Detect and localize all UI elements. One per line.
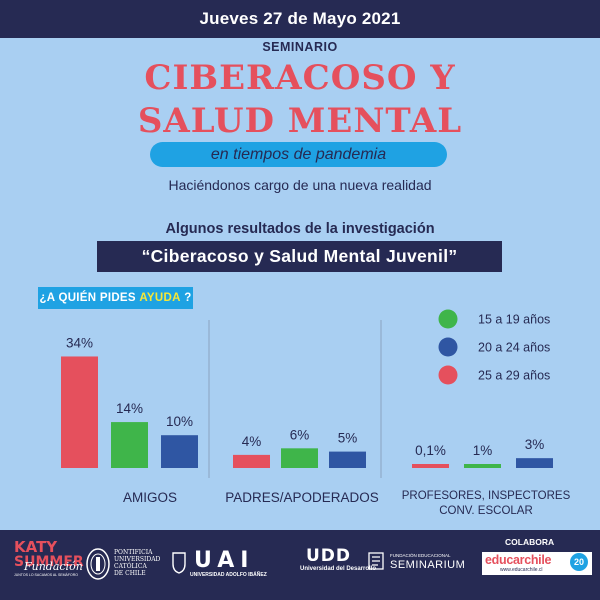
bar-0-1 [161,435,198,468]
educarchile-badge: 20 [570,553,588,571]
puc-line1: PONTIFICIA [114,549,153,556]
uai-mark: UAI [194,548,255,573]
title-line-2: SALUD MENTAL [137,101,463,141]
tagline-text: en tiempos de pandemia [210,145,387,163]
sponsor-footer: KATY SUMMER Fundación JUNTOS LO SACAMOS … [0,530,600,600]
uai-logo: UAI UNIVERSIDAD ADOLFO IBÁÑEZ [172,548,284,584]
puc-line4: DE CHILE [114,570,146,577]
bar-1-1 [329,451,366,468]
legend-label-0: 15 a 19 años [478,313,550,327]
legend-label-2: 25 a 29 años [478,369,550,383]
educarchile-logo: educarchile www.educarchile.cl 20 [482,552,592,575]
katy-logo-script: Fundación [24,560,83,573]
katy-logo-line1: KATY [14,538,58,556]
colabora-label: COLABORA [505,537,555,547]
results-label: Algunos resultados de la investigación [165,221,435,237]
bar-2-0 [464,464,501,468]
bar-2-1 [516,458,553,468]
legend-dot-2 [438,365,458,385]
category-label-1-0: PADRES/APODERADOS [225,490,379,505]
bar-chart: 34% 14% 10% AMIGOS 4% 6% 5% PADRES/APODERADOS 0,… [61,309,571,517]
data-label-0-2: 34% [66,335,93,350]
category-label-2-1: CONV. ESCOLAR [439,505,533,517]
seminarium-small: FUNDACIÓN EDUCACIONAL [390,553,451,558]
question-prefix: ¿A QUIÉN PIDES [39,292,140,304]
seminarium-book-icon [368,552,384,570]
puc-crest-icon [86,548,110,580]
bar-2-2 [412,464,449,468]
educarchile-name: educarchile [485,553,552,567]
title-line-1: CIBERACOSO Y [144,58,456,98]
data-label-1-1: 5% [338,431,358,446]
event-date: Jueves 27 de Mayo 2021 [199,9,401,28]
data-label-1-2: 4% [242,434,262,449]
data-label-1-0: 6% [290,427,310,442]
legend-dot-1 [438,337,458,357]
seminarium-logo: FUNDACIÓN EDUCACIONAL SEMINARIUM [368,550,476,584]
main-panel: SEMINARIO CIBERACOSO Y SALUD MENTAL en t… [0,38,600,530]
event-subtitle: Haciéndonos cargo de una nueva realidad [168,177,432,193]
bar-1-0 [281,448,318,468]
data-label-2-0: 1% [473,443,493,458]
puc-line2: UNIVERSIDAD [114,556,161,563]
data-label-0-1: 10% [166,414,193,429]
study-title-box: “Ciberacoso y Salud Mental Juvenil” [97,241,502,272]
udd-logo: UDD Universidad del Desarrollo [300,546,376,584]
data-label-2-1: 3% [525,437,545,452]
bar-1-2 [233,454,270,468]
uai-shield-icon [172,552,186,574]
katy-logo-small: JUNTOS LO SACAMOS AL SEMÁFORO [14,573,78,577]
date-header: Jueves 27 de Mayo 2021 [0,0,600,38]
data-label-0-0: 14% [116,401,143,416]
educarchile-url: www.educarchile.cl [500,567,543,573]
seminarium-name: SEMINARIUM [390,559,466,571]
question-suffix: ? [180,292,192,304]
study-title: “Ciberacoso y Salud Mental Juvenil” [141,246,458,266]
category-label-2-0: PROFESORES, INSPECTORES [402,490,571,502]
question-text: ¿A QUIÉN PIDES AYUDA ? [39,292,191,304]
katy-summer-logo: KATY SUMMER Fundación JUNTOS LO SACAMOS … [14,538,84,592]
bar-0-2 [61,356,98,468]
udd-name: Universidad del Desarrollo [300,566,377,572]
bar-0-0 [111,422,148,468]
category-label-0-0: AMIGOS [123,490,177,505]
question-badge: ¿A QUIÉN PIDES AYUDA ? [38,287,193,309]
legend-label-1: 20 a 24 años [478,341,550,355]
puc-logo: PONTIFICIA UNIVERSIDAD CATÓLICA DE CHILE [86,544,161,586]
puc-line3: CATÓLICA [114,563,147,570]
legend-dot-0 [438,309,458,329]
udd-mark: UDD [306,546,352,566]
uai-name: UNIVERSIDAD ADOLFO IBÁÑEZ [190,572,267,578]
data-label-2-2: 0,1% [415,443,446,458]
seminar-label: SEMINARIO [262,40,338,54]
katy-logo-line2: SUMMER [14,554,84,570]
question-emphasis: AYUDA [139,292,181,304]
tagline-pill: en tiempos de pandemia [150,142,447,167]
